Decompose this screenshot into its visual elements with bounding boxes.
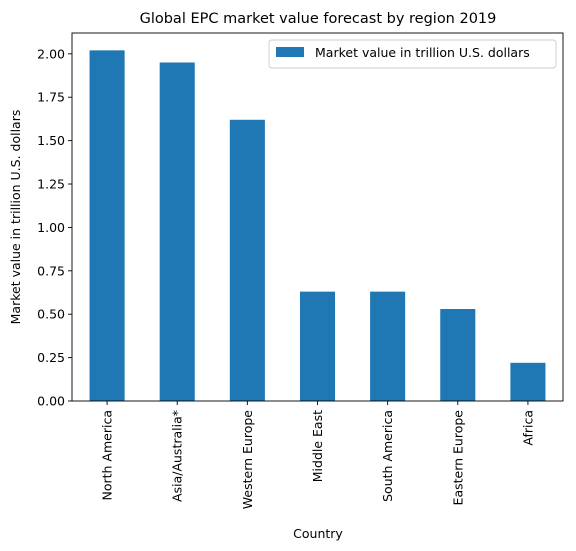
x-tick-label: Eastern Europe [450, 410, 465, 506]
chart-title: Global EPC market value forecast by regi… [140, 11, 497, 27]
y-tick-label: 0.00 [37, 394, 65, 409]
x-tick-label: North America [100, 410, 115, 501]
y-tick-label: 1.75 [37, 90, 65, 105]
x-axis: North America Asia/Australia* Western Euro… [100, 401, 535, 510]
x-tick-label: Middle East [310, 410, 325, 482]
plot-frame [71, 32, 564, 402]
bars-group [89, 50, 546, 402]
x-axis-label: Country [293, 526, 343, 541]
bar [229, 119, 265, 401]
y-tick-label: 0.75 [37, 263, 65, 278]
bar [159, 62, 195, 402]
y-tick-label: 1.25 [37, 177, 65, 192]
x-tick-label: South America [380, 410, 395, 502]
x-tick-label: Western Europe [240, 410, 255, 510]
y-axis-label: Market value in trillion U.S. dollars [8, 110, 23, 325]
y-tick-label: 2.00 [37, 46, 65, 61]
legend-box [268, 39, 557, 69]
y-tick-label: 1.00 [37, 220, 65, 235]
bar [440, 309, 476, 401]
legend-label: Market value in trillion U.S. dollars [315, 45, 530, 60]
y-tick-label: 0.25 [37, 350, 65, 365]
bar [510, 362, 546, 401]
y-axis: 0.00 0.25 0.50 0.75 1.00 1.25 1.50 1.75 2.00 [37, 46, 72, 409]
legend-swatch [276, 47, 304, 57]
bar [89, 50, 125, 401]
bar [299, 291, 336, 401]
y-tick-label: 1.50 [37, 133, 65, 148]
legend: Market value in trillion U.S. dollars [268, 39, 557, 69]
x-tick-label: Africa [520, 410, 535, 446]
y-tick-label: 0.50 [37, 307, 65, 322]
bar [370, 291, 406, 401]
x-tick-label: Asia/Australia* [170, 410, 185, 502]
